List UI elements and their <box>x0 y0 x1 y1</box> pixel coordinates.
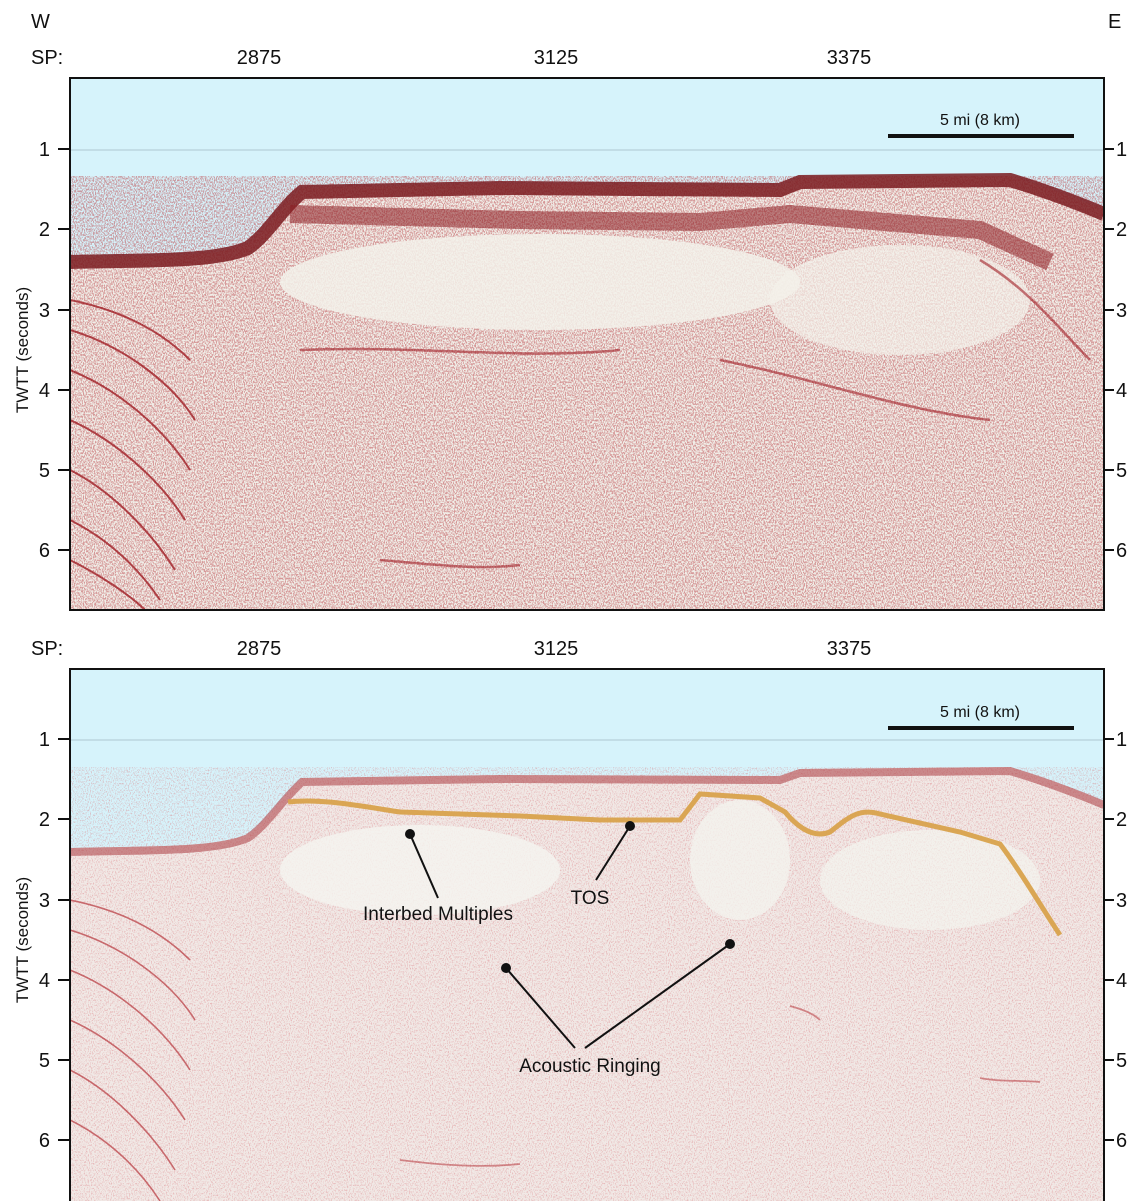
top-seismic-panel: SP: 2875 3125 3375 <box>13 47 1127 611</box>
top-right-y-tick-4: 4 <box>1116 380 1127 402</box>
west-label: W <box>31 11 50 33</box>
bottom-y-tick-6: 6 <box>39 1130 50 1152</box>
bottom-sp-tick-2875: 2875 <box>237 638 282 660</box>
top-y-axis-title: TWTT (seconds) <box>13 287 32 413</box>
bottom-right-y-tick-6: 6 <box>1116 1130 1127 1152</box>
top-right-y-tick-1: 1 <box>1116 139 1127 161</box>
top-sp-label: SP: <box>31 47 63 69</box>
top-right-y-tick-6: 6 <box>1116 540 1127 562</box>
top-y-tick-5: 5 <box>39 460 50 482</box>
bottom-y-axis: 1 2 3 4 5 6 1 2 3 4 5 6 <box>39 729 1127 1152</box>
bottom-scale-bar: 5 mi (8 km) <box>888 704 1074 730</box>
bottom-seismic-panel: SP: 2875 3125 3375 <box>13 638 1127 1201</box>
top-y-tick-6: 6 <box>39 540 50 562</box>
bottom-y-tick-5: 5 <box>39 1050 50 1072</box>
annotation-acoustic-ringing: Acoustic Ringing <box>519 1056 661 1077</box>
bottom-panel-frame <box>69 668 1105 1201</box>
top-panel-frame <box>69 77 1105 611</box>
bottom-y-axis-title: TWTT (seconds) <box>13 877 32 1003</box>
bottom-right-y-tick-3: 3 <box>1116 890 1127 912</box>
interbed-multiples-arrow <box>405 829 439 899</box>
top-sp-tick-3375: 3375 <box>827 47 872 69</box>
bottom-right-y-tick-5: 5 <box>1116 1050 1127 1072</box>
bottom-right-y-tick-2: 2 <box>1116 809 1127 831</box>
bottom-sp-label: SP: <box>31 638 63 660</box>
top-right-y-tick-3: 3 <box>1116 300 1127 322</box>
annotation-tos: TOS <box>571 888 610 909</box>
bottom-sp-tick-3375: 3375 <box>827 638 872 660</box>
bottom-y-tick-3: 3 <box>39 890 50 912</box>
bottom-right-y-tick-4: 4 <box>1116 970 1127 992</box>
top-sp-tick-2875: 2875 <box>237 47 282 69</box>
acoustic-ringing-arrow-left <box>501 963 576 1049</box>
tos-horizon-line <box>287 791 1063 937</box>
acoustic-ringing-arrow-right <box>584 939 735 1049</box>
top-right-y-tick-5: 5 <box>1116 460 1127 482</box>
top-scale-bar: 5 mi (8 km) <box>888 112 1074 138</box>
bottom-right-y-tick-1: 1 <box>1116 729 1127 751</box>
bottom-y-tick-2: 2 <box>39 809 50 831</box>
top-right-y-tick-2: 2 <box>1116 219 1127 241</box>
top-scale-bar-label: 5 mi (8 km) <box>940 112 1020 129</box>
bottom-y-tick-4: 4 <box>39 970 50 992</box>
bottom-sp-tick-3125: 3125 <box>534 638 579 660</box>
top-y-axis: 1 2 3 4 5 6 1 2 3 4 5 6 <box>39 139 1127 562</box>
annotation-interbed-multiples: Interbed Multiples <box>363 904 513 925</box>
top-y-tick-2: 2 <box>39 219 50 241</box>
bottom-y-tick-1: 1 <box>39 729 50 751</box>
top-y-tick-3: 3 <box>39 300 50 322</box>
bottom-scale-bar-label: 5 mi (8 km) <box>940 704 1020 721</box>
east-label: E <box>1108 11 1121 33</box>
top-sp-tick-3125: 3125 <box>534 47 579 69</box>
top-y-tick-1: 1 <box>39 139 50 161</box>
annotation-arrows <box>405 821 735 1049</box>
tos-arrow <box>595 821 635 881</box>
top-y-tick-4: 4 <box>39 380 50 402</box>
